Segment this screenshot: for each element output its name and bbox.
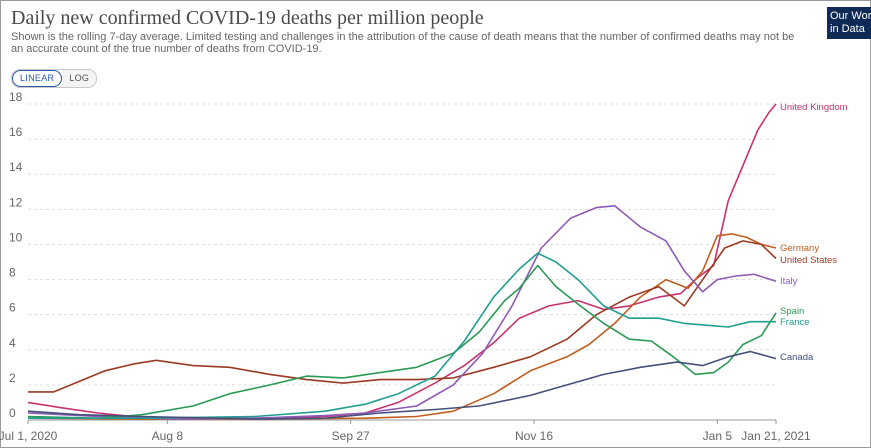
series-label-canada: Canada: [780, 352, 814, 363]
y-tick-label-10: 10: [9, 230, 23, 244]
series-label-united-kingdom: United Kingdom: [780, 102, 848, 113]
owid-logo[interactable]: Our World in Data: [827, 7, 871, 39]
y-tick-label-18: 18: [9, 90, 23, 104]
series-line-france: [28, 252, 776, 419]
x-tick-label-3: Nov 16: [515, 429, 553, 443]
series-line-united-states: [28, 240, 777, 393]
log-scale-button[interactable]: LOG: [62, 70, 97, 87]
y-tick-label-0: 0: [9, 406, 16, 420]
y-tick-label-12: 12: [9, 195, 23, 209]
series-label-germany: Germany: [780, 243, 819, 254]
logo-line-1: Our World: [830, 10, 871, 22]
y-tick-label-8: 8: [9, 266, 16, 280]
y-tick-label-4: 4: [9, 336, 16, 350]
series-label-italy: Italy: [780, 276, 798, 287]
x-tick-label-5: Jan 21, 2021: [741, 429, 811, 443]
x-tick-label-1: Aug 8: [152, 429, 184, 443]
scale-toggle: LINEAR LOG: [11, 69, 98, 88]
chart-title: Daily new confirmed COVID-19 deaths per …: [11, 7, 484, 29]
series-label-united-states: United States: [780, 255, 837, 266]
y-tick-label-6: 6: [9, 301, 16, 315]
x-tick-label-0: Jul 1, 2020: [0, 429, 58, 443]
x-tick-label-4: Jan 5: [703, 429, 733, 443]
linear-scale-button[interactable]: LINEAR: [12, 70, 63, 87]
series-line-united-kingdom: [27, 103, 777, 419]
series-line-canada: [27, 350, 777, 420]
series-line-italy: [27, 205, 777, 420]
series-label-france: France: [780, 317, 810, 328]
series-line-germany: [27, 233, 777, 420]
y-tick-label-14: 14: [9, 160, 23, 174]
logo-line-2: in Data: [830, 23, 865, 35]
y-tick-label-16: 16: [9, 125, 23, 139]
chart-subtitle: Shown is the rolling 7-day average. Limi…: [11, 31, 795, 55]
y-tick-label-2: 2: [9, 371, 16, 385]
series-line-spain: [27, 264, 777, 419]
series-label-spain: Spain: [780, 306, 804, 317]
x-tick-label-2: Sep 27: [332, 429, 370, 443]
